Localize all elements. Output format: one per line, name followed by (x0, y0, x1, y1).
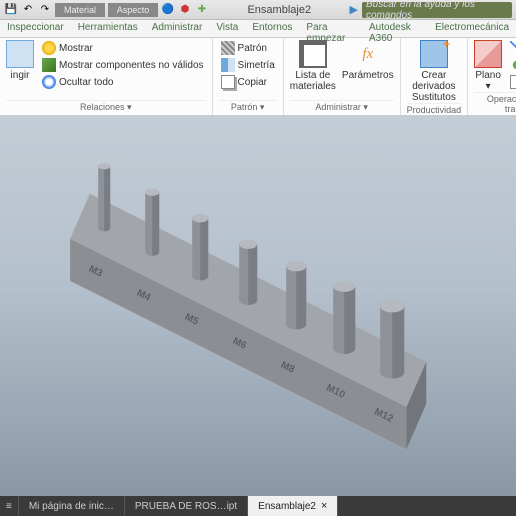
ribbon-button[interactable]: Mostrar (40, 40, 206, 56)
ribbon-big-button[interactable]: Plano▾ (474, 40, 502, 92)
document-tab[interactable]: Ensamblaje2× (248, 496, 338, 516)
ribbon-button[interactable]: Mostrar componentes no válidos (40, 57, 206, 73)
qat-undo-icon[interactable]: ↶ (21, 3, 35, 17)
viewport-3d[interactable]: M3M4M5M6M8M10M12 (0, 116, 516, 496)
qat-home-icon[interactable]: ⬢ (178, 3, 192, 17)
quick-access-toolbar: 💾 ↶ ↷ Material Aspecto 🔵 ⬢ ✚ (4, 3, 209, 17)
document-title: Ensamblaje2 (213, 4, 346, 16)
ribbon-group-label: Administrar ▾ (290, 100, 394, 113)
ribbon: ingir MostrarMostrar componentes no válid… (0, 38, 516, 116)
qat-dropdown-material[interactable]: Material (55, 3, 105, 17)
ribbon-group: Lista dematerialesfxParámetros Administra… (284, 38, 401, 115)
ribbon-big-button[interactable]: Crear derivadosSustitutos (407, 40, 462, 103)
qat-app-icon[interactable]: 🔵 (161, 3, 175, 17)
ribbon-tab[interactable]: Electromecánica (428, 20, 516, 37)
ribbon-button[interactable]: Patrón (219, 40, 277, 56)
ribbon-tab[interactable]: Herramientas (71, 20, 145, 37)
qat-redo-icon[interactable]: ↷ (38, 3, 52, 17)
ribbon-button[interactable]: Eje ▾ (508, 40, 516, 56)
ribbon-group-label: Operaciones de trabajo (474, 92, 516, 114)
document-tab[interactable]: PRUEBA DE ROS…ipt (125, 496, 248, 516)
ribbon-button[interactable]: Simetría (219, 57, 277, 73)
ribbon-group-label: Patrón ▾ (219, 100, 277, 113)
ribbon-tab[interactable]: Entornos (245, 20, 299, 37)
document-tab[interactable]: Mi página de inic… (19, 496, 125, 516)
ribbon-tab[interactable]: Inspeccionar (0, 20, 71, 37)
ribbon-big-button[interactable]: Lista demateriales (290, 40, 336, 92)
qat-save-icon[interactable]: 💾 (4, 3, 18, 17)
ribbon-tab[interactable]: Administrar (145, 20, 210, 37)
ribbon-group-label: Relaciones ▾ (6, 100, 206, 113)
ribbon-tab[interactable]: Para empezar (299, 20, 362, 37)
ribbon-group: ingir MostrarMostrar componentes no válid… (0, 38, 213, 115)
title-bar: 💾 ↶ ↷ Material Aspecto 🔵 ⬢ ✚ Ensamblaje2… (0, 0, 516, 20)
ribbon-tab[interactable]: Autodesk A360 (362, 20, 428, 37)
document-tabs: ≡ Mi página de inic…PRUEBA DE ROS…iptEns… (0, 496, 516, 516)
ribbon-group: Plano▾ Eje ▾Punto ▾SCU Operaciones de trab… (468, 38, 516, 115)
ribbon-big-button[interactable]: ingir (6, 40, 34, 81)
ribbon-tab[interactable]: Vista (209, 20, 245, 37)
close-icon[interactable]: × (321, 500, 327, 512)
ribbon-button[interactable]: Ocultar todo (40, 74, 206, 90)
help-icon[interactable]: ▶ (350, 3, 358, 16)
qat-settings-icon[interactable]: ✚ (195, 3, 209, 17)
ribbon-button[interactable]: Punto ▾ (508, 57, 516, 73)
model-render: M3M4M5M6M8M10M12 (0, 116, 516, 496)
qat-dropdown-aspect[interactable]: Aspecto (108, 3, 158, 17)
ribbon-group: Crear derivadosSustitutosProductividad (401, 38, 469, 115)
doc-tab-menu-icon[interactable]: ≡ (0, 496, 19, 516)
help-search-input[interactable]: Buscar en la ayuda y los comandos (362, 2, 512, 18)
ribbon-button[interactable]: SCU (508, 74, 516, 90)
ribbon-big-button[interactable]: fxParámetros (342, 40, 394, 81)
ribbon-tabs: InspeccionarHerramientasAdministrarVista… (0, 20, 516, 38)
ribbon-group-label: Productividad (407, 103, 462, 115)
ribbon-button[interactable]: Copiar (219, 74, 277, 90)
ribbon-group: PatrónSimetríaCopiar Patrón ▾ (213, 38, 284, 115)
